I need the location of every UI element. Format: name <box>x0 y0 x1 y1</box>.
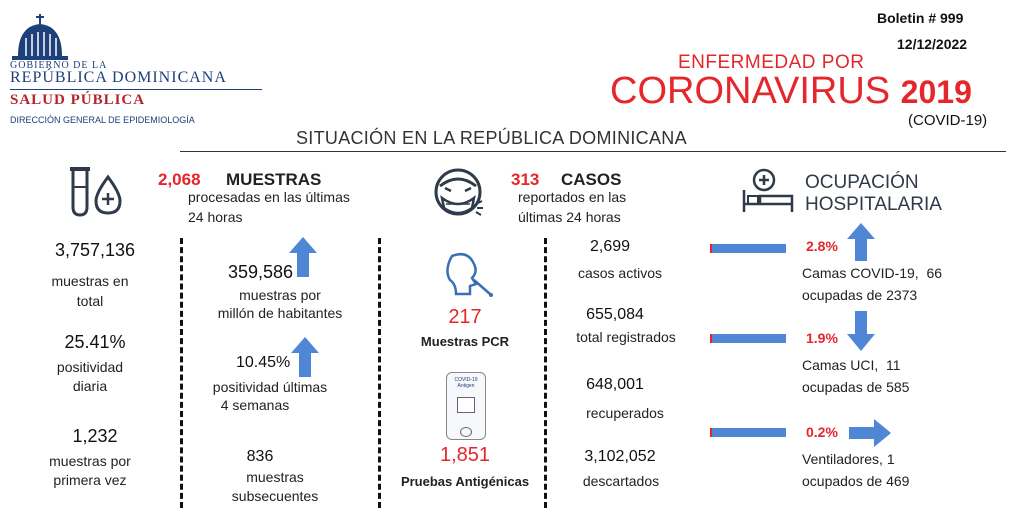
bulletin-number: Boletin # 999 <box>877 10 964 26</box>
positividad-diaria-label-2: diaria <box>72 378 108 394</box>
page-title: CORONAVIRUS 2019 <box>610 70 972 113</box>
pcr-value: 217 <box>448 306 482 328</box>
bar-camas-covid-fill <box>710 244 712 253</box>
pcr-label: Muestras PCR <box>420 334 510 349</box>
nasal-swab-icon <box>446 253 493 297</box>
per-million-label-1: muestras por <box>239 287 321 303</box>
antigen-kit-label: COVID-19 Antigen <box>454 377 478 389</box>
header-rule <box>180 151 1006 152</box>
per-million-label-2: millón de habitantes <box>217 305 343 321</box>
subsecuentes-value: 836 <box>246 448 274 465</box>
muestras-heading: MUESTRAS <box>226 170 322 189</box>
antigen-test-icon: COVID-19 Antigen <box>446 372 486 440</box>
muestras-total-value: 3,757,136 <box>54 240 136 260</box>
title-top: ENFERMEDAD POR <box>678 52 865 73</box>
positividad-4sem-label-1: positividad últimas <box>212 379 328 395</box>
arrow-up-icon <box>289 237 317 277</box>
recuperados-label: recuperados <box>586 405 664 421</box>
recuperados-value: 648,001 <box>586 376 644 393</box>
subsecuentes-label-2: subsecuentes <box>231 488 319 504</box>
antigen-value: 1,851 <box>439 444 491 466</box>
divider-1 <box>180 238 183 508</box>
logo-line-direccion: DIRECCIÓN GENERAL DE EPIDEMIOLOGÍA <box>10 115 195 125</box>
arrow-down-icon <box>847 311 875 351</box>
sick-face-mask-icon <box>434 168 483 216</box>
divider-3 <box>544 238 547 508</box>
casos-new-value: 313 <box>511 170 540 189</box>
casos-activos-value: 2,699 <box>589 238 631 255</box>
bar-ventiladores-fill <box>710 428 712 437</box>
logo-line-gobierno: GOBIERNO DE LA <box>10 60 108 71</box>
descartados-label: descartados <box>582 473 660 489</box>
primera-vez-value: 1,232 <box>72 426 118 446</box>
logo: GOBIERNO DE LA REPÚBLICA DOMINICANA SALU… <box>10 12 280 127</box>
logo-line-salud: SALUD PÚBLICA <box>10 92 146 108</box>
camas-uci-pct: 1.9% <box>806 330 838 346</box>
camas-covid-label-1: Camas COVID-19, 66 <box>802 265 943 281</box>
primera-vez-label-2: primera vez <box>53 472 127 488</box>
ocupacion-heading-2: HOSPITALARIA <box>805 194 942 215</box>
muestras-new-value: 2,068 <box>158 170 201 189</box>
ventiladores-label-2: ocupados de 469 <box>802 473 910 489</box>
casos-heading: CASOS <box>561 170 622 189</box>
casos-desc-1: reportados en las <box>518 189 627 205</box>
title-main: CORONAVIRUS <box>610 70 891 112</box>
positividad-diaria-label-1: positividad <box>56 359 124 375</box>
title-year: 2019 <box>900 74 972 110</box>
muestras-total-label-1: muestras en <box>51 273 129 289</box>
muestras-desc-2: 24 horas <box>188 209 243 225</box>
subtitle: SITUACIÓN EN LA REPÚBLICA DOMINICANA <box>296 128 687 148</box>
subsecuentes-label-1: muestras <box>246 469 304 485</box>
descartados-value: 3,102,052 <box>584 448 656 465</box>
positividad-4sem-value: 10.45% <box>236 354 291 371</box>
bar-camas-uci <box>710 334 786 343</box>
arrow-right-icon <box>849 419 891 447</box>
casos-total-value: 655,084 <box>586 306 644 323</box>
bar-camas-covid <box>710 244 786 253</box>
test-tube-drop-icon <box>70 167 122 217</box>
ocupacion-heading-1: OCUPACIÓN <box>805 172 919 193</box>
per-million-value: 359,586 <box>228 262 294 282</box>
logo-line-republica: REPÚBLICA DOMINICANA <box>10 69 227 86</box>
bar-camas-uci-fill <box>710 334 712 343</box>
muestras-total-label-2: total <box>76 293 104 309</box>
casos-total-label: total registrados <box>576 329 676 345</box>
camas-covid-label-2: ocupadas de 2373 <box>802 287 918 303</box>
positividad-4sem-label-2: 4 semanas <box>220 397 290 413</box>
divider-2 <box>378 238 381 508</box>
casos-activos-label: casos activos <box>577 265 663 281</box>
camas-uci-label-1: Camas UCI, 11 <box>802 357 901 373</box>
ventiladores-pct: 0.2% <box>806 424 838 440</box>
hospital-bed-icon <box>742 168 794 212</box>
antigen-label: Pruebas Antigénicas <box>400 474 530 489</box>
primera-vez-label-1: muestras por <box>49 453 131 469</box>
bulletin-date: 12/12/2022 <box>897 36 968 52</box>
title-code: (COVID-19) <box>908 112 988 129</box>
muestras-desc-1: procesadas en las últimas <box>188 189 350 205</box>
camas-covid-pct: 2.8% <box>806 238 838 254</box>
government-seal-icon <box>12 14 68 60</box>
camas-uci-label-2: ocupadas de 585 <box>802 379 910 395</box>
casos-desc-2: últimas 24 horas <box>518 209 621 225</box>
ventiladores-label-1: Ventiladores, 1 <box>802 451 895 467</box>
arrow-up-icon <box>291 337 319 377</box>
positividad-diaria-value: 25.41% <box>64 332 126 352</box>
bar-ventiladores <box>710 428 786 437</box>
arrow-up-icon <box>847 223 875 261</box>
